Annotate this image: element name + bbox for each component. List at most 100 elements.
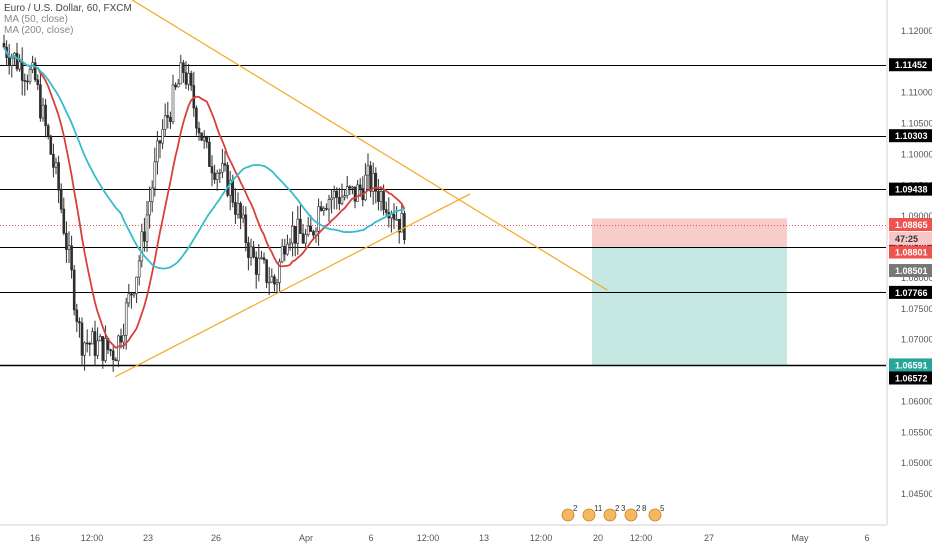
candle-body-152 bbox=[397, 218, 401, 233]
candle-body-22 bbox=[59, 189, 63, 210]
candle-body-12 bbox=[33, 62, 37, 81]
chart-legend: Euro / U.S. Dollar, 60, FXCM MA (50, clo… bbox=[4, 3, 132, 36]
candle-body-61 bbox=[161, 128, 164, 144]
candle-body-140 bbox=[366, 165, 370, 176]
x-tick-label-0: 16 bbox=[30, 533, 40, 543]
candle-body-26 bbox=[70, 245, 73, 271]
level-badge-2-bg bbox=[889, 129, 932, 143]
candle-body-23 bbox=[62, 208, 66, 234]
candle-body-129 bbox=[338, 197, 341, 204]
event-icon-2[interactable] bbox=[603, 508, 617, 522]
candle-body-145 bbox=[379, 191, 383, 202]
candle-body-25 bbox=[67, 245, 71, 251]
candle-body-113 bbox=[296, 218, 300, 244]
x-tick-label-7: 13 bbox=[479, 533, 489, 543]
candle-body-89 bbox=[234, 202, 237, 215]
event-count-2-0: 2 bbox=[615, 504, 620, 513]
event-icon-4[interactable] bbox=[648, 508, 662, 522]
candle-body-143 bbox=[374, 172, 378, 192]
ma200-line[interactable] bbox=[3, 46, 405, 270]
y-tick-label-0: 1.12000 bbox=[901, 26, 932, 36]
candle-body-104 bbox=[273, 276, 276, 285]
candle-body-132 bbox=[345, 186, 349, 196]
candle-body-19 bbox=[52, 153, 55, 168]
candle-body-72 bbox=[189, 72, 193, 86]
event-icon-0[interactable] bbox=[561, 508, 575, 522]
candle-body-52 bbox=[137, 260, 141, 278]
candle-body-107 bbox=[280, 246, 284, 263]
candle-body-137 bbox=[358, 184, 362, 189]
candle-body-30 bbox=[80, 322, 84, 356]
x-tick-label-5: 6 bbox=[368, 533, 373, 543]
candle-body-128 bbox=[335, 190, 339, 198]
candle-body-146 bbox=[382, 191, 385, 210]
symbol-title: Euro / U.S. Dollar, 60, FXCM bbox=[4, 3, 132, 14]
candle-body-92 bbox=[241, 214, 245, 219]
candle-body-124 bbox=[325, 208, 328, 210]
candle-body-150 bbox=[392, 213, 396, 220]
badge-target-bg bbox=[889, 371, 932, 385]
candle-body-27 bbox=[72, 269, 76, 311]
take-profit-zone[interactable] bbox=[592, 246, 787, 365]
candle-body-50 bbox=[132, 293, 136, 296]
x-tick-label-3: 26 bbox=[211, 533, 221, 543]
candle-body-76 bbox=[200, 132, 203, 141]
candle-body-139 bbox=[364, 174, 367, 201]
candle-body-56 bbox=[148, 201, 151, 216]
event-icon-3[interactable] bbox=[624, 508, 638, 522]
candle-body-29 bbox=[78, 321, 81, 324]
candle-body-69 bbox=[182, 62, 185, 74]
trendline-upper[interactable] bbox=[1, 0, 608, 291]
trendline-lower[interactable] bbox=[114, 193, 471, 378]
candle-body-127 bbox=[332, 190, 336, 199]
candle-body-81 bbox=[213, 172, 216, 180]
candle-body-44 bbox=[117, 335, 120, 362]
candle-body-13 bbox=[36, 79, 40, 86]
candle-body-66 bbox=[174, 84, 177, 88]
candle-body-91 bbox=[239, 203, 242, 219]
candle-body-62 bbox=[163, 115, 167, 130]
candle-body-84 bbox=[221, 163, 224, 173]
candle-body-102 bbox=[267, 281, 271, 284]
candle-body-130 bbox=[340, 196, 344, 204]
y-tick-label-13: 1.05500 bbox=[901, 427, 932, 437]
candle-body-112 bbox=[293, 226, 297, 244]
candle-body-3 bbox=[10, 57, 14, 66]
candle-body-135 bbox=[353, 186, 357, 202]
x-tick-label-6: 12:00 bbox=[417, 533, 440, 543]
y-tick-label-12: 1.06000 bbox=[901, 396, 932, 406]
event-count-3-0: 2 bbox=[636, 504, 641, 513]
candle-body-90 bbox=[236, 203, 240, 215]
candle-body-28 bbox=[75, 309, 79, 322]
candle-body-154 bbox=[403, 213, 406, 241]
ma50-line[interactable] bbox=[3, 46, 406, 349]
y-tick-label-3: 1.10500 bbox=[901, 119, 932, 129]
candle-body-48 bbox=[127, 293, 131, 304]
candle-body-83 bbox=[218, 171, 222, 174]
y-tick-label-2: 1.11000 bbox=[901, 88, 932, 98]
x-tick-label-11: 27 bbox=[704, 533, 714, 543]
event-count-0-0: 2 bbox=[573, 504, 578, 513]
x-tick-label-4: Apr bbox=[299, 533, 313, 543]
candle-body-47 bbox=[124, 302, 128, 336]
candle-body-117 bbox=[306, 225, 310, 235]
candle-body-100 bbox=[262, 257, 266, 261]
candle-body-14 bbox=[39, 84, 42, 119]
y-tick-label-15: 1.04500 bbox=[901, 489, 932, 499]
candle-body-120 bbox=[314, 230, 318, 236]
candle-body-126 bbox=[330, 197, 333, 200]
badge-ma50: 1.08801 bbox=[895, 248, 928, 258]
candle-body-36 bbox=[96, 340, 99, 356]
candle-body-115 bbox=[301, 233, 305, 244]
candle-body-16 bbox=[44, 104, 47, 127]
candle-body-55 bbox=[145, 214, 149, 242]
level-badge-3-bg bbox=[889, 182, 932, 196]
candle-body-46 bbox=[122, 335, 125, 343]
y-tick-label-14: 1.05000 bbox=[901, 458, 932, 468]
stop-loss-zone[interactable] bbox=[592, 218, 787, 247]
badge-current: 1.08865 bbox=[895, 220, 928, 230]
candle-body-141 bbox=[369, 165, 372, 192]
event-icon-1[interactable] bbox=[582, 508, 596, 522]
